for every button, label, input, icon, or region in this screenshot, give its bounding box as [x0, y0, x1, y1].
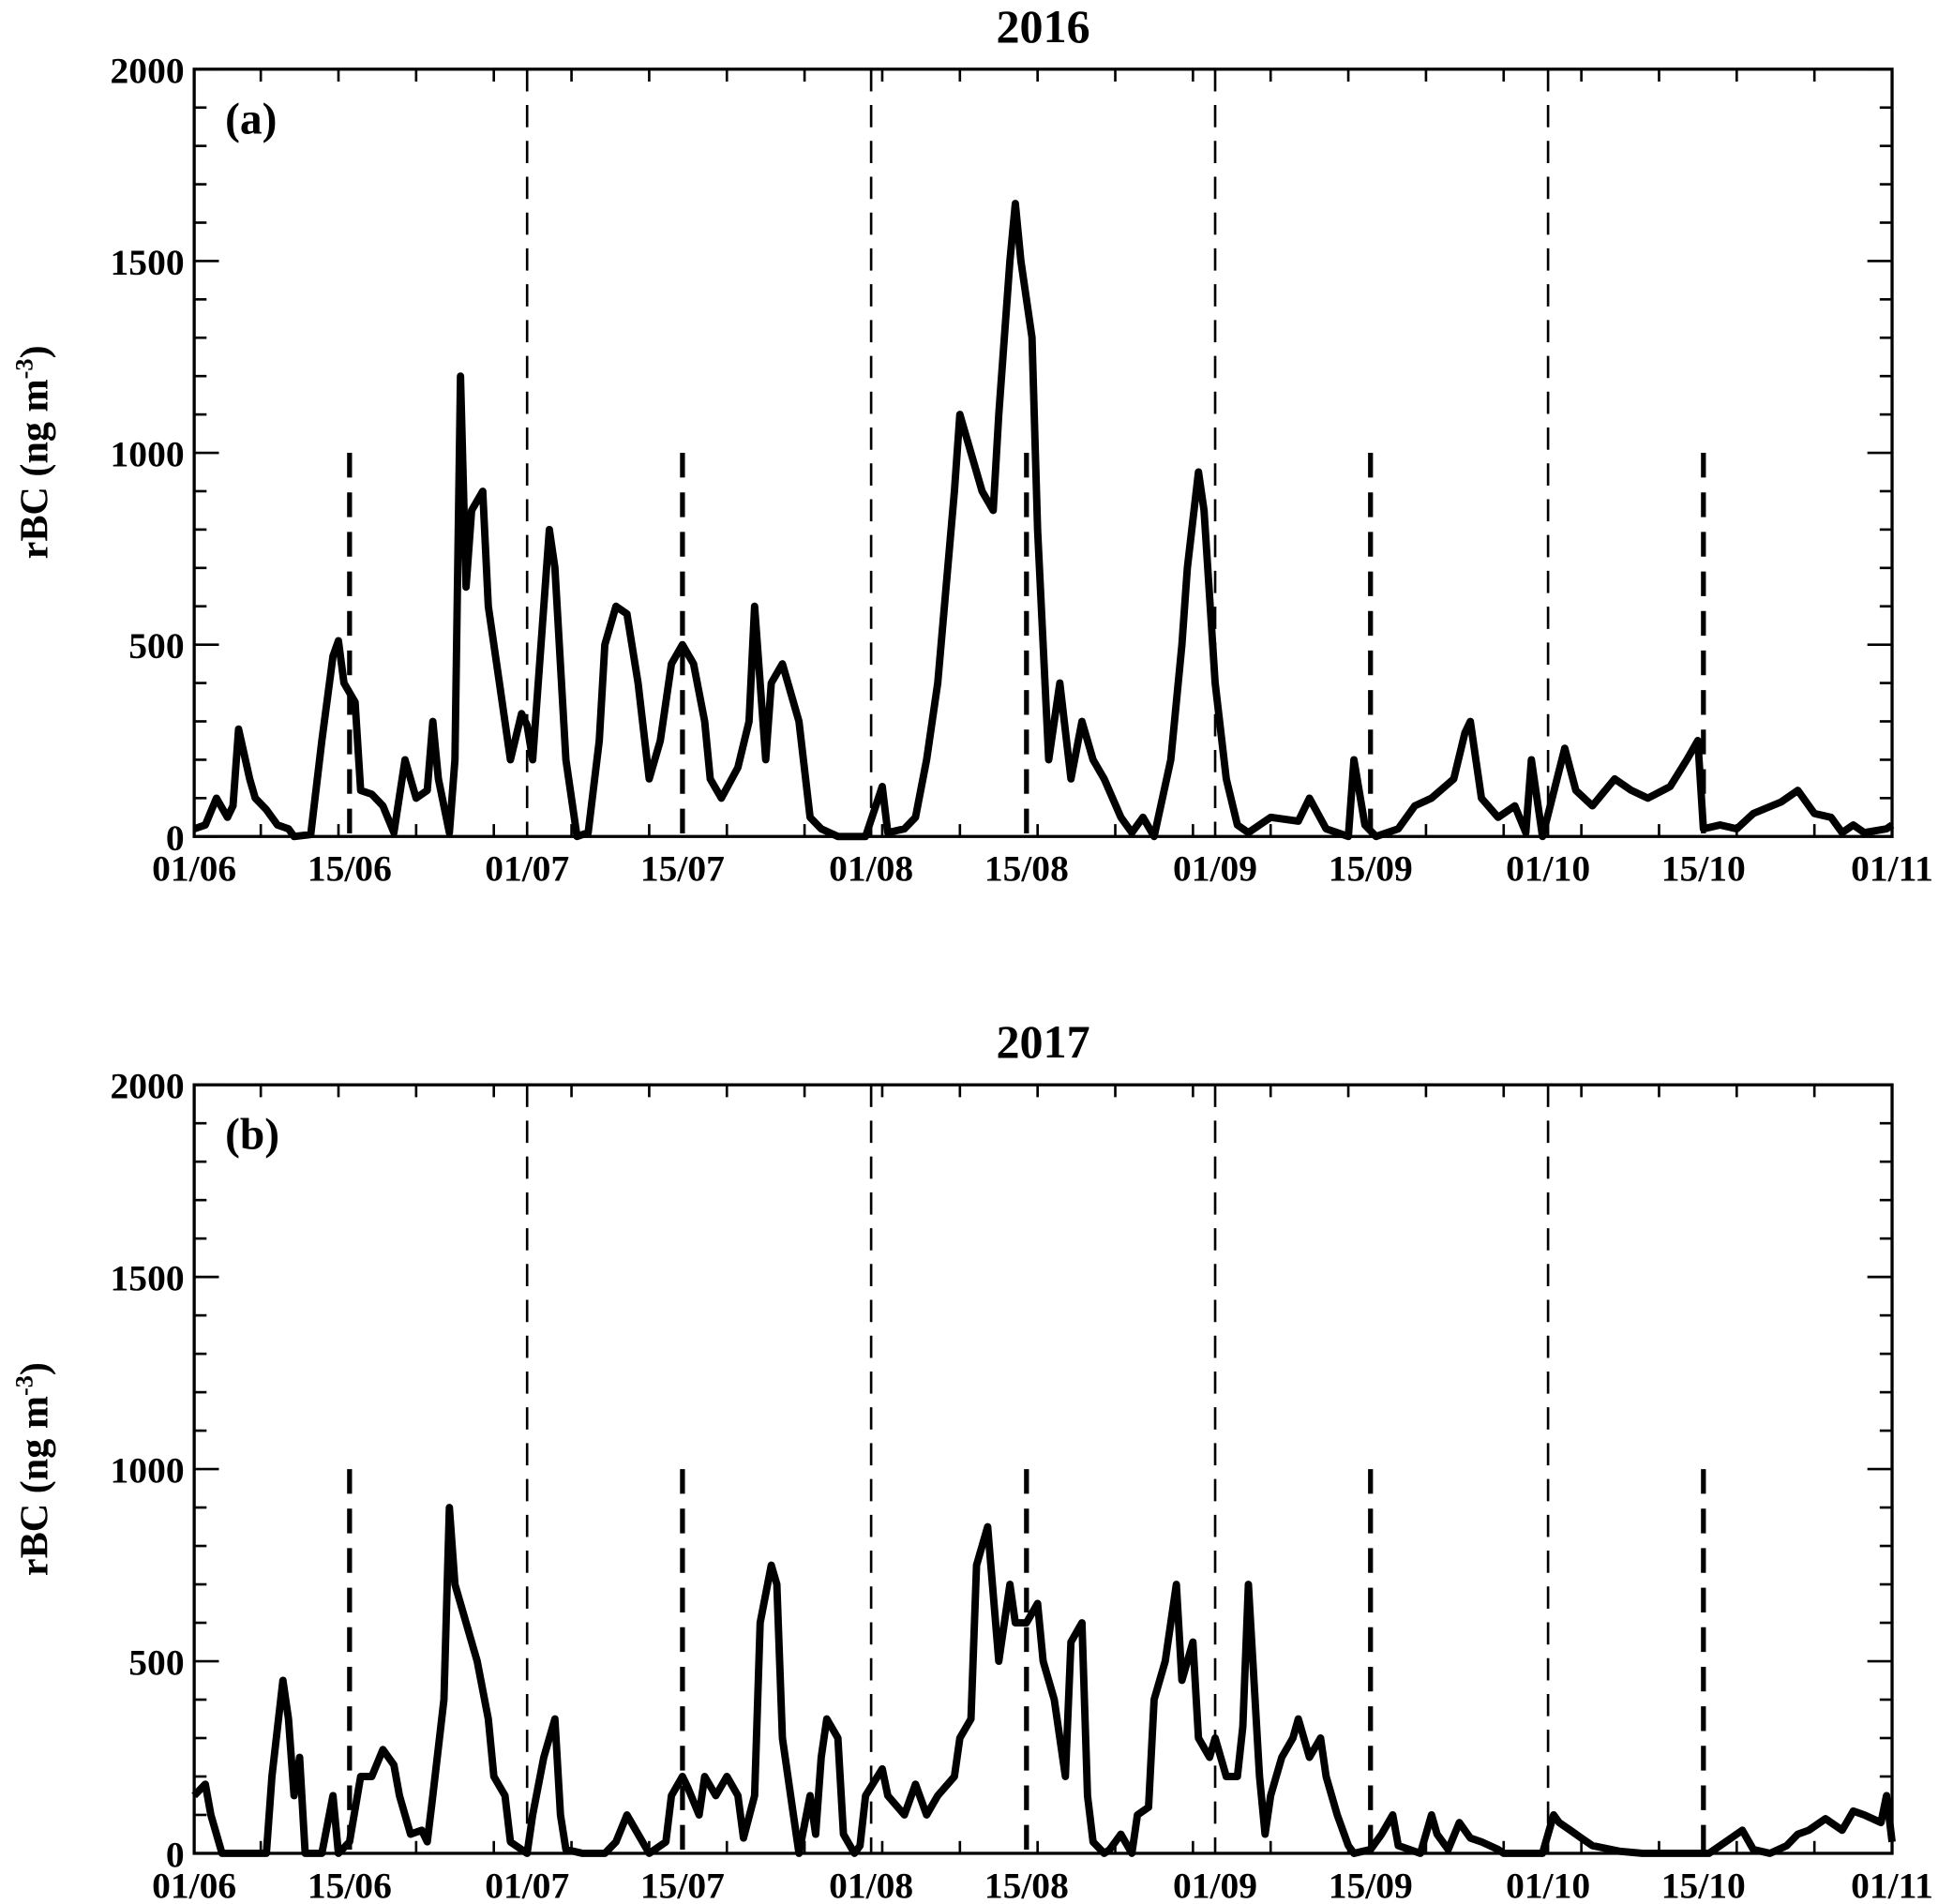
x-tick-label: 01/07	[485, 1865, 569, 1904]
rbc-series-line	[192, 200, 1895, 841]
rbc-series-line	[191, 1504, 1896, 1857]
x-tick-label: 01/10	[1506, 1865, 1590, 1904]
plot-frame	[192, 1083, 1894, 1855]
y-tick-label: 500	[128, 625, 184, 667]
x-tick-label: 15/07	[640, 1865, 725, 1904]
x-tick-label: 15/09	[1329, 848, 1413, 890]
panel-title: 2016	[997, 0, 1090, 52]
y-tick-label: 0	[166, 1834, 185, 1875]
y-tick-label: 0	[166, 817, 185, 859]
x-tick-label: 15/08	[984, 848, 1069, 890]
x-tick-label: 15/08	[984, 1865, 1069, 1904]
y-axis-label: rBC (ng m-3)	[10, 1362, 56, 1576]
x-tick-label: 01/06	[152, 1865, 236, 1904]
y-tick-label: 2000	[111, 1066, 185, 1107]
y-tick-label: 2000	[111, 50, 185, 91]
x-tick-label: 01/08	[829, 1865, 913, 1904]
y-axis-label: rBC (ng m-3)	[10, 345, 56, 559]
panel-label: (a)	[225, 95, 277, 143]
x-tick-label: 15/06	[308, 848, 392, 890]
panel-label: (b)	[225, 1111, 279, 1160]
y-tick-label: 1000	[111, 434, 185, 475]
x-tick-label: 15/07	[640, 848, 725, 890]
x-tick-label: 01/09	[1173, 1865, 1257, 1904]
panel-title: 2017	[997, 1015, 1090, 1068]
x-tick-label: 15/09	[1329, 1865, 1413, 1904]
x-tick-label: 01/11	[1851, 1865, 1933, 1904]
y-tick-label: 500	[128, 1642, 184, 1684]
x-tick-label: 15/10	[1661, 1865, 1746, 1904]
y-tick-label: 1500	[111, 242, 185, 283]
x-tick-label: 01/08	[829, 848, 913, 890]
x-tick-label: 01/06	[152, 848, 236, 890]
y-tick-label: 1000	[111, 1450, 185, 1492]
panel-b: 2017 (b) rBC (ng m-3) 0 500 1000 1500 2000 01…	[10, 1015, 1932, 1904]
y-tick-label: 1500	[111, 1258, 185, 1299]
x-tick-label: 01/11	[1851, 848, 1933, 890]
x-tick-label: 01/09	[1173, 848, 1257, 890]
x-tick-label: 01/07	[485, 848, 569, 890]
x-tick-label: 15/10	[1661, 848, 1746, 890]
x-tick-label: 01/10	[1506, 848, 1590, 890]
panel-a: 2016 (a) rBC (ng m-3) 0 500 1000 1500 2000 01…	[10, 0, 1932, 890]
x-tick-label: 15/06	[308, 1865, 392, 1904]
